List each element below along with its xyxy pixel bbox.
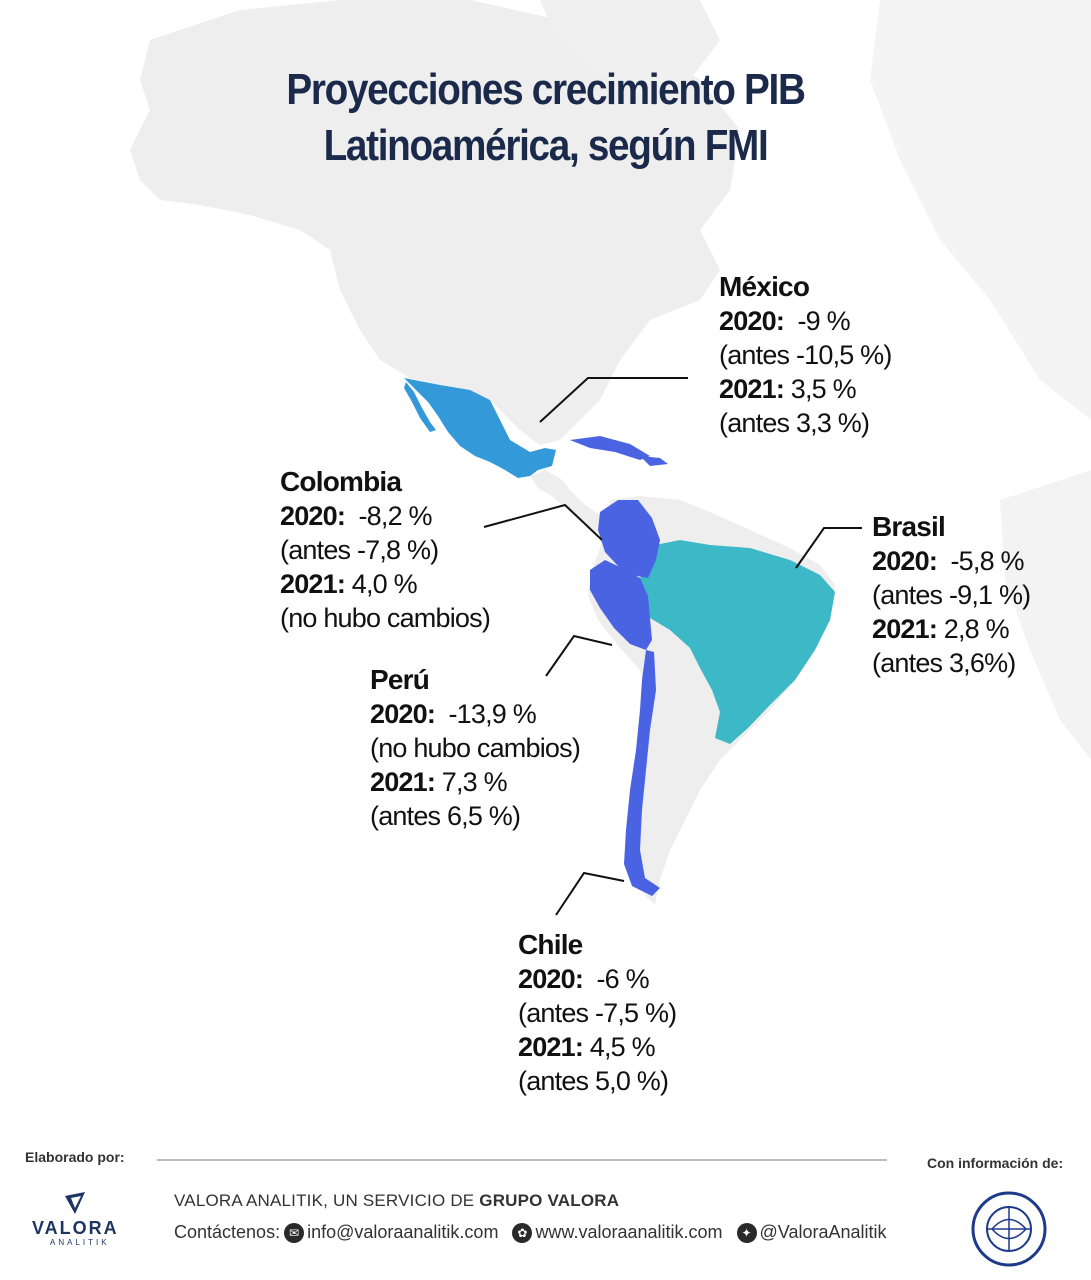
email-link[interactable]: info@valoraanalitik.com [307,1222,499,1242]
gdp-2020-note: (antes -10,5 %) [719,340,892,370]
elaborado-por-label: Elaborado por: [25,1149,125,1165]
brasil-label-block: Brasil 2020: -5,8 % (antes -9,1 %) 2021:… [872,510,1031,680]
gdp-2020-value: -13,9 % [448,699,536,729]
peru-region [590,560,652,650]
gdp-2021-note: (no hubo cambios) [280,603,491,633]
gdp-2021-value: 3,5 % [790,374,857,404]
twitter-icon: ✦ [736,1222,757,1243]
gdp-2021-value: 4,5 % [589,1032,656,1062]
chile-label-block: Chile 2020: -6 % (antes -7,5 %) 2021: 4,… [518,928,677,1098]
baja-california [404,382,436,432]
year-2020-label: 2020: [370,699,436,729]
year-2021-label: 2021: [872,614,938,644]
gdp-2021-value: 2,8 % [943,614,1010,644]
con-informacion-label: Con información de: [927,1155,1064,1171]
contact-line: Contáctenos: ✉ info@valoraanalitik.com ✿… [174,1222,887,1243]
year-2020-label: 2020: [280,501,346,531]
africa-landmass [1000,470,1091,760]
cuba-region [570,436,650,460]
country-name-colombia: Colombia [280,466,402,497]
gdp-2021-value: 7,3 % [441,767,508,797]
imf-seal-logo [971,1191,1047,1267]
year-2020-label: 2020: [719,306,785,336]
footer-divider [157,1159,887,1161]
colombia-leader-line [483,503,603,541]
gdp-2021-note: (antes 3,3 %) [719,408,870,438]
logo-subword: ANALITIK [50,1238,110,1247]
valora-analitik-logo: VALORA ANALITIK [30,1192,120,1252]
gdp-2021-note: (antes 3,6%) [872,648,1016,678]
brasil-region [635,540,835,744]
logo-word: VALORA [32,1218,119,1238]
gdp-2020-note: (antes -7,8 %) [280,535,439,565]
europe-landmass [870,0,1091,420]
valora-mark-icon [65,1192,85,1214]
brand-prefix: VALORA ANALITIK, UN SERVICIO DE [174,1191,480,1210]
colombia-label-block: Colombia 2020: -8,2 % (antes -7,8 %) 202… [280,465,491,635]
gdp-2021-note: (antes 6,5 %) [370,801,521,831]
country-name-peru: Perú [370,664,430,695]
gdp-2021-note: (antes 5,0 %) [518,1066,669,1096]
country-name-mexico: México [719,271,810,302]
north-america-landmass [130,0,740,445]
website-link[interactable]: www.valoraanalitik.com [535,1222,723,1242]
colombia-region [598,500,660,578]
year-2021-label: 2021: [719,374,785,404]
chile-leader-line [555,871,625,916]
twitter-handle[interactable]: @ValoraAnalitik [759,1222,887,1242]
central-america-landmass [530,470,606,534]
gdp-2020-value: -9 % [797,306,850,336]
mail-icon: ✉ [284,1222,305,1243]
gdp-2020-value: -8,2 % [358,501,432,531]
globe-icon: ✿ [512,1222,533,1243]
title-line-2: Latinoamérica, según FMI [323,121,769,170]
year-2021-label: 2021: [370,767,436,797]
mexico-leader-line [539,377,688,423]
greenland-landmass [540,0,720,95]
country-name-brasil: Brasil [872,511,946,542]
gdp-2020-value: -5,8 % [950,546,1024,576]
gdp-2020-value: -6 % [596,964,649,994]
title-line-1: Proyecciones crecimiento PIB [286,65,806,114]
page-title: Proyecciones crecimiento PIB Latinoaméri… [0,62,1091,174]
year-2021-label: 2021: [280,569,346,599]
contact-label: Contáctenos: [174,1222,281,1242]
year-2020-label: 2020: [518,964,584,994]
country-name-chile: Chile [518,929,583,960]
brand-bold: GRUPO VALORA [479,1191,620,1210]
brand-line: VALORA ANALITIK, UN SERVICIO DE GRUPO VA… [174,1191,619,1211]
peru-label-block: Perú 2020: -13,9 % (no hubo cambios) 202… [370,663,581,833]
year-2020-label: 2020: [872,546,938,576]
gdp-2021-value: 4,0 % [351,569,418,599]
chile-region [624,650,660,896]
gdp-2020-note: (antes -9,1 %) [872,580,1031,610]
mexico-label-block: México 2020: -9 % (antes -10,5 %) 2021: … [719,270,892,440]
year-2021-label: 2021: [518,1032,584,1062]
peru-leader-line [545,634,613,677]
gdp-2020-note: (no hubo cambios) [370,733,581,763]
mexico-region [404,378,556,478]
brasil-leader-line [795,527,862,569]
hispaniola-region [640,456,668,466]
gdp-2020-note: (antes -7,5 %) [518,998,677,1028]
